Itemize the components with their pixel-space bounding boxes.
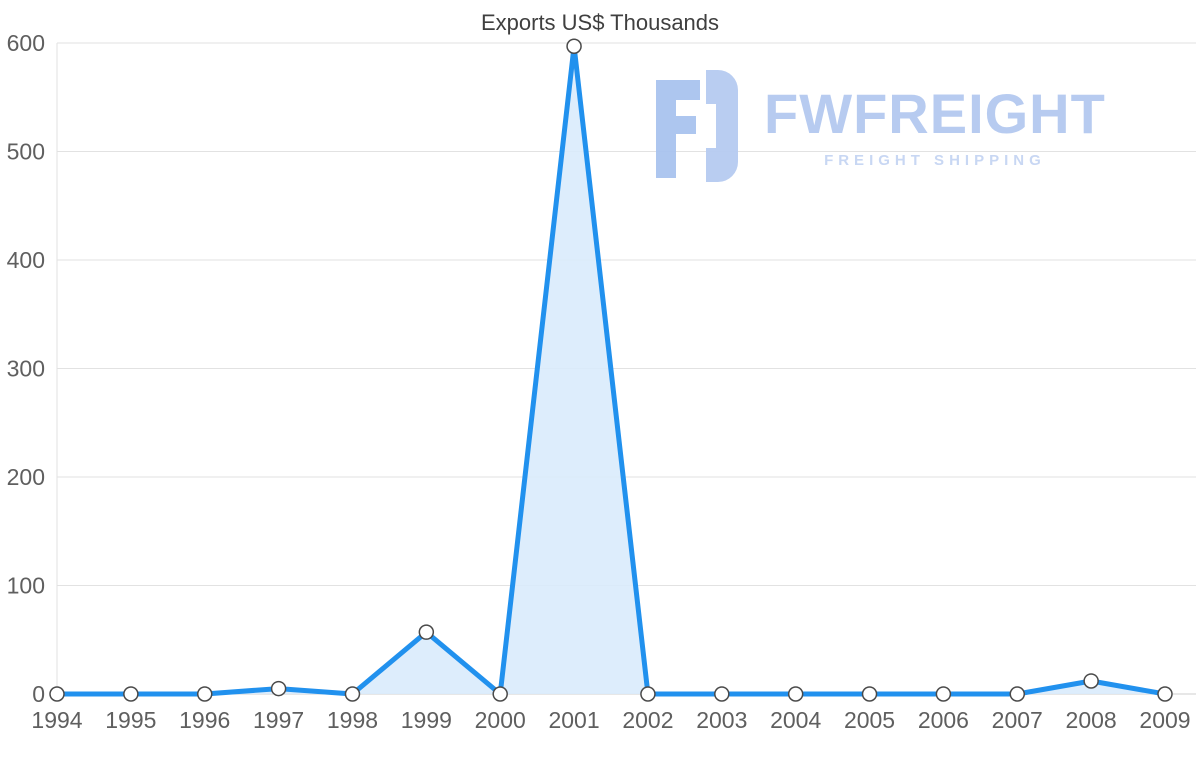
svg-text:2002: 2002 — [622, 707, 673, 733]
svg-text:100: 100 — [7, 573, 45, 599]
svg-text:2004: 2004 — [770, 707, 821, 733]
chart-title: Exports US$ Thousands — [480, 10, 720, 35]
svg-text:1994: 1994 — [31, 707, 82, 733]
svg-text:0: 0 — [32, 681, 45, 707]
svg-text:2008: 2008 — [1066, 707, 1117, 733]
svg-text:2007: 2007 — [992, 707, 1043, 733]
svg-text:1999: 1999 — [401, 707, 452, 733]
svg-text:1996: 1996 — [179, 707, 230, 733]
svg-text:2009: 2009 — [1139, 707, 1190, 733]
svg-text:2005: 2005 — [844, 707, 895, 733]
svg-text:500: 500 — [7, 139, 45, 165]
svg-text:400: 400 — [7, 247, 45, 273]
svg-text:2003: 2003 — [696, 707, 747, 733]
svg-text:1997: 1997 — [253, 707, 304, 733]
svg-text:2001: 2001 — [548, 707, 599, 733]
svg-text:300: 300 — [7, 356, 45, 382]
svg-text:200: 200 — [7, 464, 45, 490]
svg-text:2006: 2006 — [918, 707, 969, 733]
svg-text:1995: 1995 — [105, 707, 156, 733]
svg-text:600: 600 — [7, 30, 45, 56]
svg-text:2000: 2000 — [475, 707, 526, 733]
svg-text:1998: 1998 — [327, 707, 378, 733]
